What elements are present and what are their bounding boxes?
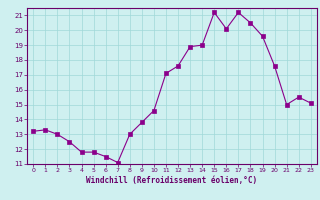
X-axis label: Windchill (Refroidissement éolien,°C): Windchill (Refroidissement éolien,°C) — [86, 176, 258, 185]
